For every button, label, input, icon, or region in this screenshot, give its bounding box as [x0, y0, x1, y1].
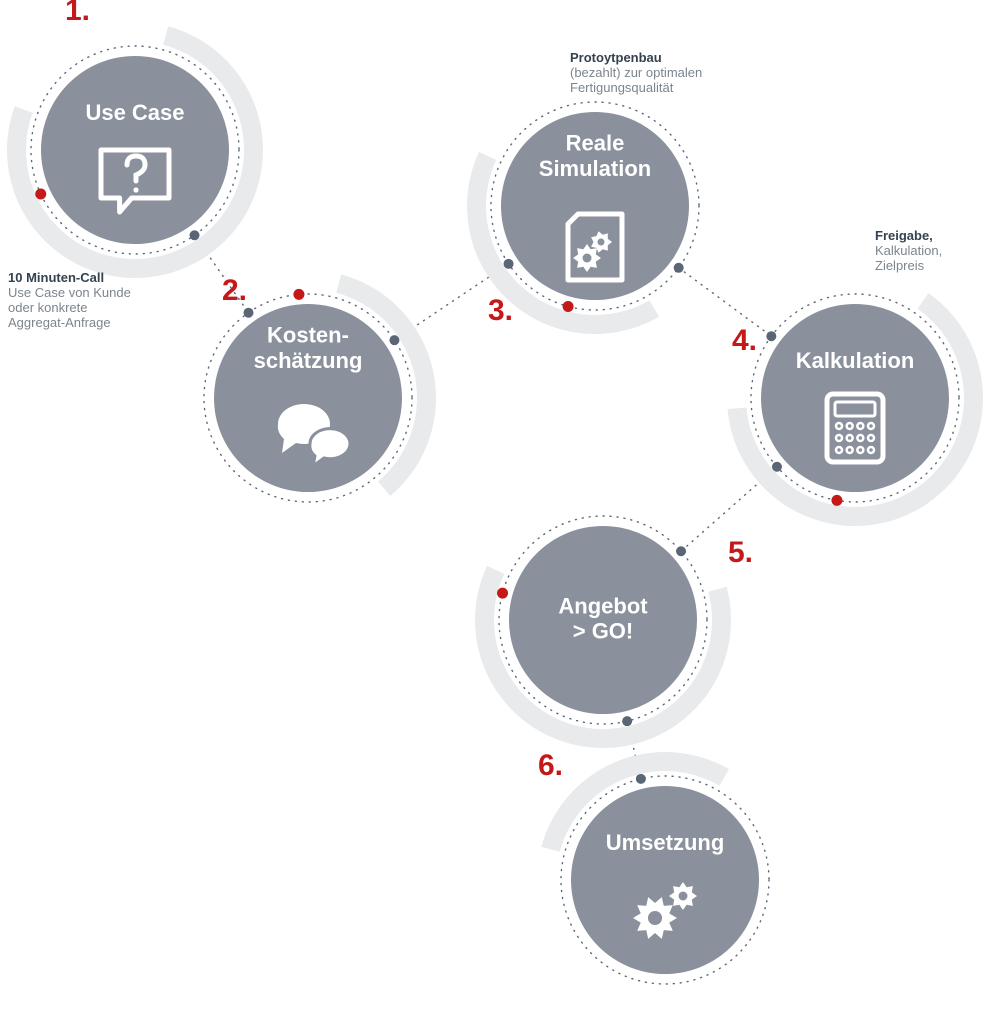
connector-dot — [676, 546, 686, 556]
caption-text: oder konkrete — [8, 300, 88, 315]
caption-text: 10 Minuten-Call — [8, 270, 104, 285]
connector-dot — [389, 335, 399, 345]
caption-text: Fertigungsqualität — [570, 80, 674, 95]
step-number: 3. — [488, 294, 513, 327]
step-number: 6. — [538, 749, 563, 782]
node-title: Kosten- — [267, 323, 349, 348]
process-step-3: RealeSimulation 3. Protoytpenbau(bezahlt) … — [467, 50, 702, 334]
connector-dot — [504, 259, 514, 269]
connector-dot — [243, 308, 253, 318]
process-diagram: Use Case 1. 10 Minuten-CallUse Case von Ku… — [0, 0, 1001, 1024]
node-title: Angebot — [558, 593, 648, 618]
process-step-5: Angebot> GO! 5. — [475, 516, 753, 748]
node-title: Kalkulation — [796, 348, 915, 373]
process-step-4: Kalkulation 4. Freigabe,Kalkulation,Zielpr… — [727, 228, 983, 526]
step-number: 2. — [222, 274, 247, 307]
connector-dot — [190, 230, 200, 240]
caption-text: Kalkulation, — [875, 243, 942, 258]
node-title: Umsetzung — [606, 830, 725, 855]
red-dot — [831, 495, 842, 506]
connector-line — [679, 268, 772, 336]
red-dot — [563, 301, 574, 312]
node-title: schätzung — [254, 348, 363, 373]
connector-dot — [622, 716, 632, 726]
node-title: > GO! — [573, 619, 634, 644]
step-number: 5. — [728, 536, 753, 569]
node-circle — [571, 786, 759, 974]
connector-dot — [636, 774, 646, 784]
caption-text: (bezahlt) zur optimalen — [570, 65, 702, 80]
caption-text: Use Case von Kunde — [8, 285, 131, 300]
step-number: 1. — [65, 0, 90, 27]
process-step-2: Kosten-schätzung 2. — [204, 274, 436, 502]
caption-text: Freigabe, — [875, 228, 933, 243]
caption-text: Aggregat-Anfrage — [8, 315, 111, 330]
red-dot — [293, 289, 304, 300]
node-title: Reale — [566, 131, 625, 156]
caption-text: Zielpreis — [875, 258, 925, 273]
red-dot — [35, 188, 46, 199]
process-step-6: Umsetzung 6. — [538, 749, 769, 984]
node-title: Use Case — [85, 100, 184, 125]
caption-text: Protoytpenbau — [570, 50, 662, 65]
step-number: 4. — [732, 324, 757, 357]
node-title: Simulation — [539, 156, 651, 181]
red-dot — [497, 588, 508, 599]
